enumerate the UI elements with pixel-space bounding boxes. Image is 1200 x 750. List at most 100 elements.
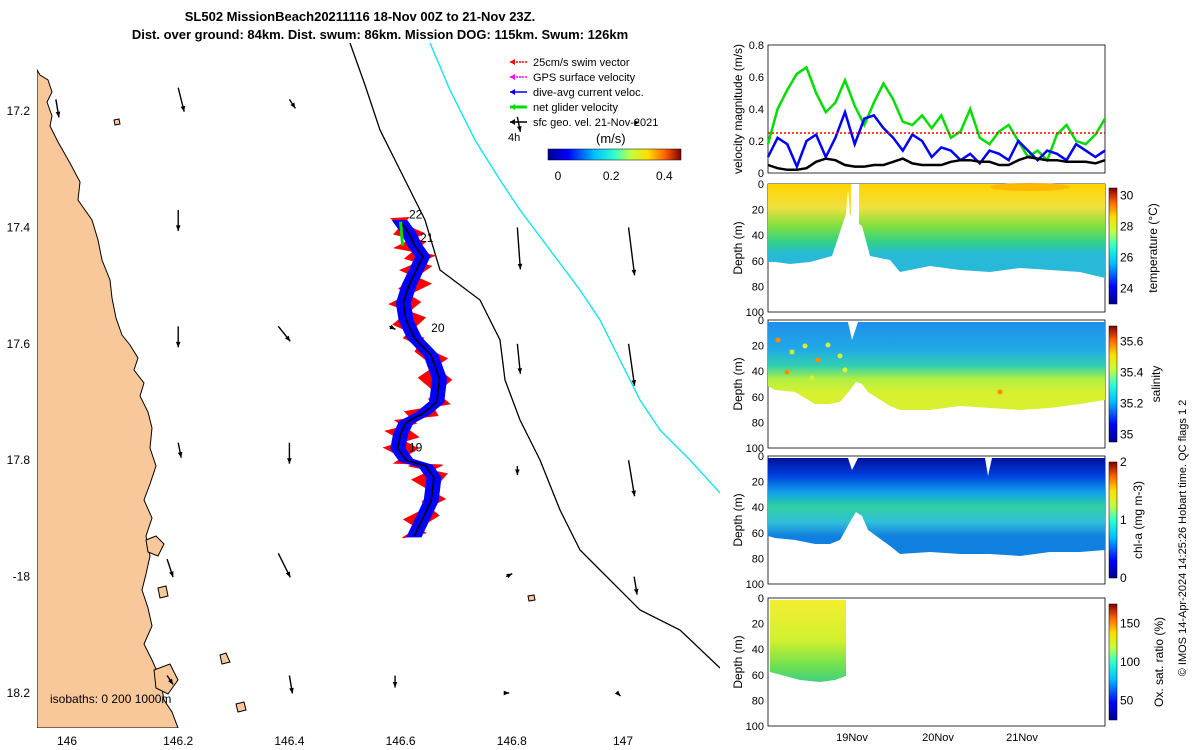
colorbar-tick-label: 2: [1120, 455, 1127, 469]
legend-entry: sfc geo. vel. 21-Nov-2021: [510, 117, 658, 129]
dive-avg-velocity-band: [390, 220, 448, 538]
oxygen-clabel: Ox. sat. ratio (%): [1152, 617, 1166, 707]
temperature-panel: 0 20 40 60 80 100 24 26 28 30 Depth (m) temperat…: [731, 179, 1160, 319]
velocity-ylabel: velocity magnitude (m/s): [731, 44, 745, 174]
legend-label: GPS surface velocity: [533, 72, 636, 84]
salinity-sample-dot: [775, 337, 781, 343]
arrow-head: [289, 687, 294, 694]
geo-velocity-arrow: [516, 227, 523, 270]
day-label: 21: [420, 231, 434, 245]
depth-tick-label: 0: [758, 315, 764, 327]
salinity-sample-dot: [825, 342, 831, 348]
arrow-head: [389, 324, 396, 330]
geo-velocity-arrow: [287, 442, 292, 464]
island: [113, 118, 121, 126]
geo-velocity-arrow: [166, 675, 174, 685]
legend-arrowhead: [510, 104, 515, 110]
legend-arrowhead: [510, 59, 515, 65]
chart-title-line1: SL502 MissionBeach20211116 18-Nov 00Z to…: [184, 9, 536, 24]
geo-velocity-arrow: [277, 553, 291, 578]
arrow-head: [392, 682, 398, 688]
depth-tick-label: 100: [746, 579, 764, 591]
arrow-head: [614, 690, 621, 696]
arrow-shaft: [627, 343, 636, 386]
oxygen-ylabel: Depth (m): [731, 635, 745, 688]
arrow-shaft: [516, 227, 522, 270]
geo-velocity-arrow: [505, 572, 513, 579]
depth-tick-label: 20: [752, 205, 764, 217]
depth-tick-label: 60: [752, 392, 764, 404]
map-y-tick-label: 17.4: [7, 220, 31, 234]
arrow-head: [169, 571, 174, 578]
geo-velocity-arrow: [175, 209, 181, 231]
geo-velocity-arrow: [55, 99, 61, 118]
salinity-panel: 0 20 40 60 80 100 35 35.2 35.4 35.6 Depth (m) sa…: [731, 315, 1163, 455]
isobath-label: isobaths: 0 200 1000m: [50, 692, 171, 706]
depth-tick-label: 80: [752, 695, 764, 707]
colorbar-tick-label: 24: [1120, 282, 1134, 296]
legend-label: dive-avg current veloc.: [533, 87, 644, 99]
time-tick-label: 19Nov: [836, 732, 868, 744]
depth-tick-label: 80: [752, 553, 764, 565]
geo-velocity-arrow: [503, 690, 510, 696]
geo-velocity-arrow: [166, 558, 174, 578]
arrow-head: [631, 379, 637, 386]
map-x-tick-label: 146.2: [163, 734, 193, 748]
chlorophyll-field: [768, 458, 1105, 556]
arrow-head: [517, 368, 523, 374]
arrow-shaft: [627, 227, 636, 276]
colorbar-tick-label: 1: [1120, 513, 1127, 527]
arrow-head: [633, 588, 639, 595]
map-axis-ticks: 146 146.2 146.4 146.6 146.8 147 17.2 17.4 17.6 17…: [7, 104, 634, 748]
depth-tick-label: 60: [752, 670, 764, 682]
island: [527, 594, 536, 602]
depth-tick-label: 40: [752, 230, 764, 242]
depth-tick-label: 20: [752, 341, 764, 353]
colorbar-tick-label: 0: [1120, 571, 1127, 585]
temperature-ylabel: Depth (m): [731, 221, 745, 274]
arrow-head: [180, 105, 186, 112]
salinity-sample-dot: [1057, 395, 1063, 401]
geo-velocity-arrow: [627, 460, 636, 497]
depth-tick-label: 0: [758, 451, 764, 463]
velocity-y-tick-label: 0.2: [749, 136, 764, 148]
legend-label: 25cm/s swim vector: [533, 57, 630, 69]
island: [235, 701, 247, 713]
footer-credit: © IMOS 14-Apr-2024 14:25:26 Hobart time.…: [1177, 400, 1189, 677]
map-panel: 146 146.2 146.4 146.6 146.8 147 17.2 17.4 17.6 17…: [7, 43, 720, 748]
depth-tick-label: 80: [752, 281, 764, 293]
colorbar-tick-label: 50: [1120, 694, 1134, 708]
salinity-sample-dot: [815, 357, 821, 363]
arrow-head: [55, 111, 61, 118]
legend-arrowhead: [510, 89, 515, 95]
isobath-200: [349, 43, 720, 669]
arrow-head: [506, 573, 513, 579]
map-y-tick-label: 18.2: [7, 686, 31, 700]
time-axis: 19Nov 20Nov 21Nov: [836, 732, 1038, 744]
velocity-y-tick-label: 0.4: [749, 104, 764, 116]
colorbar-tick-label: 100: [1120, 655, 1140, 669]
geo-velocity-arrow: [633, 576, 639, 595]
salinity-field: [768, 322, 1105, 410]
arrow-head: [503, 690, 510, 696]
geo-velocity-vectors: [55, 87, 640, 697]
depth-tick-label: 100: [746, 443, 764, 455]
geo-velocity-arrow: [288, 675, 294, 694]
colorbar-tick-label: 0.4: [656, 169, 673, 183]
arrow-head: [287, 458, 292, 464]
chlorophyll-clabel: chl-a (mg m-3): [1131, 481, 1145, 559]
legend-entry: dive-avg current veloc.: [510, 87, 644, 99]
velocity-y-tick-label: 0.8: [749, 40, 764, 52]
colorbar-tick-label: 150: [1120, 616, 1140, 630]
day-label: 22: [409, 208, 423, 222]
velocity-colorbar: [547, 148, 682, 161]
geo-velocity-arrow: [515, 466, 520, 476]
depth-tick-label: 40: [752, 644, 764, 656]
depth-tick-label: 20: [752, 477, 764, 489]
map-x-tick-label: 146.8: [497, 734, 527, 748]
colorbar-tick-label: 30: [1120, 189, 1134, 203]
velocity-series-line: [766, 65, 1107, 163]
legend-entry: GPS surface velocity: [510, 72, 636, 84]
geo-velocity-arrow: [389, 324, 396, 330]
glider-track-line: [396, 221, 441, 537]
